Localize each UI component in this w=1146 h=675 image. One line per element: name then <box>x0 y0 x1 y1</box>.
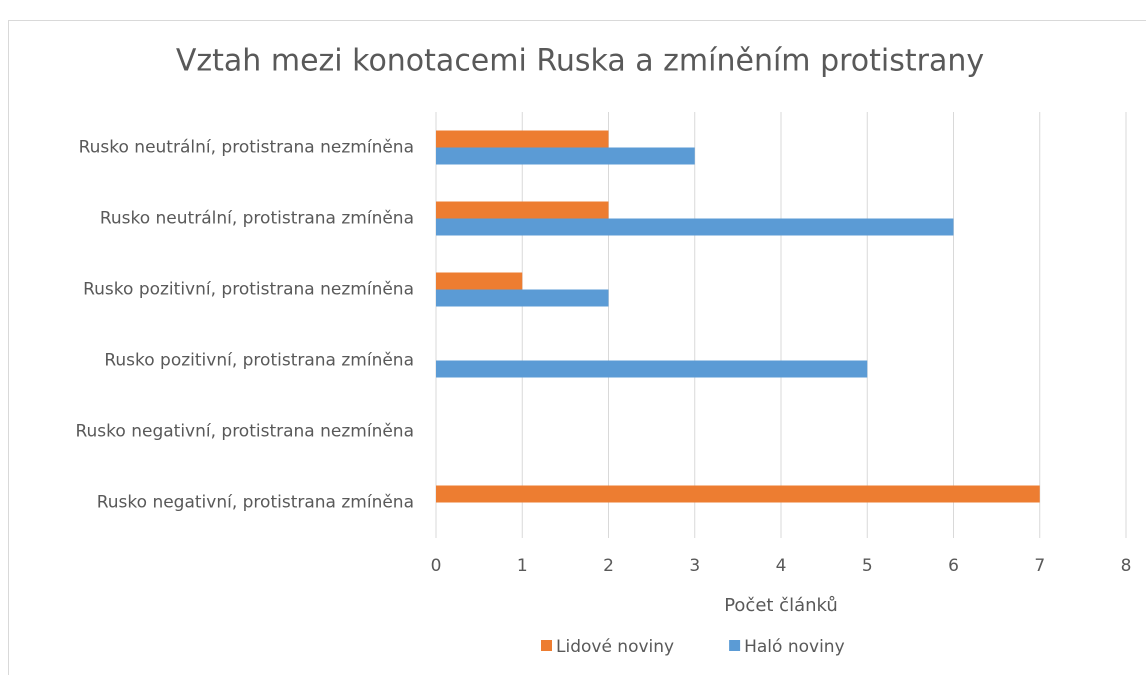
x-tick-label: 5 <box>862 556 873 576</box>
bar <box>436 147 695 165</box>
x-tick-label: 3 <box>689 556 700 576</box>
x-tick-label: 2 <box>603 556 614 576</box>
bar <box>436 218 954 236</box>
chart-title: Vztah mezi konotacemi Ruska a zmíněním p… <box>176 44 984 79</box>
x-tick-label: 1 <box>517 556 528 576</box>
legend-swatch <box>729 640 741 651</box>
bar <box>436 360 868 378</box>
legend-label: Lidové noviny <box>556 637 674 657</box>
bar <box>436 130 609 148</box>
x-tick-label: 4 <box>776 556 787 576</box>
y-tick-label: Rusko negativní, protistrana nezmíněna <box>75 422 414 442</box>
chart-frame <box>8 20 1146 675</box>
x-tick-label: 6 <box>948 556 959 576</box>
x-tick-label: 0 <box>431 556 442 576</box>
x-tick-label: 7 <box>1034 556 1045 576</box>
bar <box>436 289 609 307</box>
y-tick-label: Rusko pozitivní, protistrana zmíněna <box>104 351 414 371</box>
y-tick-label: Rusko neutrální, protistrana zmíněna <box>100 209 414 229</box>
x-axis-label: Počet článků <box>724 595 838 616</box>
y-tick-label: Rusko neutrální, protistrana nezmíněna <box>79 138 414 158</box>
legend-swatch <box>541 640 552 651</box>
y-tick-label: Rusko pozitivní, protistrana nezmíněna <box>83 280 414 300</box>
bar <box>436 201 609 219</box>
legend-label: Haló noviny <box>744 637 845 657</box>
bar <box>436 272 523 290</box>
y-tick-label: Rusko negativní, protistrana zmíněna <box>97 493 414 513</box>
bar <box>436 485 1040 503</box>
x-tick-label: 8 <box>1121 556 1132 576</box>
